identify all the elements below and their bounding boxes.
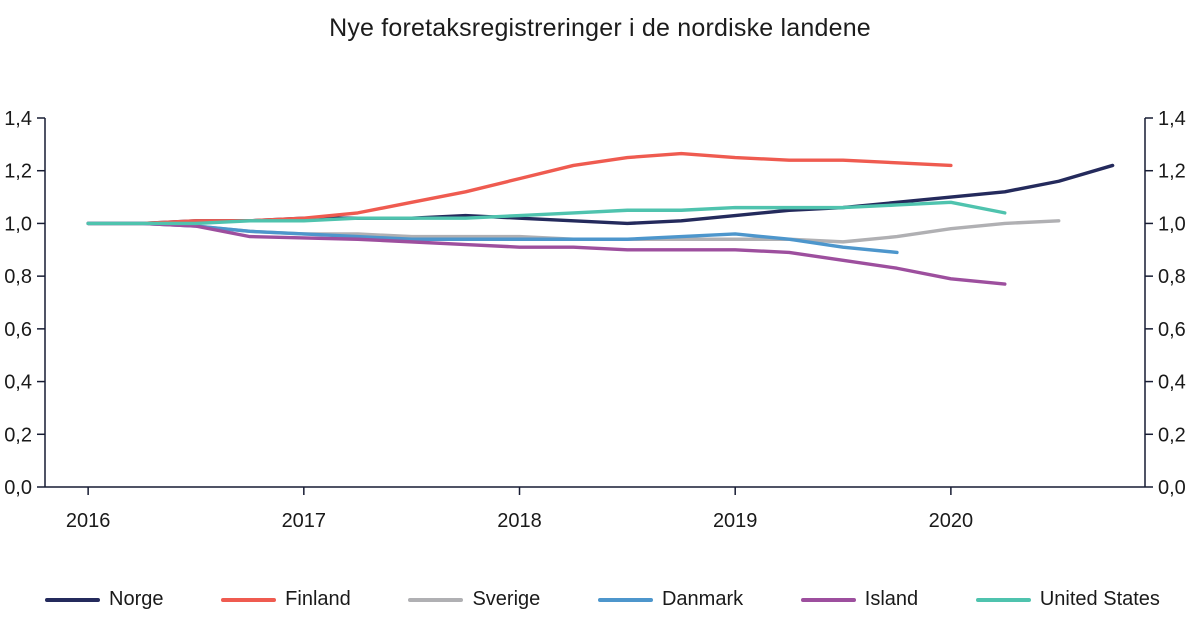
y-tick-label-right: 0,6	[1158, 319, 1186, 341]
x-tick-label: 2019	[713, 510, 758, 532]
line-chart: 0,0 0,0 0,2 0,2 0,4 0,4 0,6 0,6 0,8 0,8 1,0 1,0 1,2 1…	[4, 108, 1186, 532]
legend-item-sverige: Sverige	[408, 588, 540, 611]
series-line-island	[86, 221, 1007, 286]
y-tick-label-right: 1,0	[1158, 213, 1186, 235]
series-line-finland	[86, 151, 953, 226]
y-tick-label-left: 0,6	[4, 319, 32, 341]
y-tick-label-left: 1,2	[4, 161, 32, 183]
legend-swatch	[800, 597, 856, 602]
legend-label: Sverige	[472, 588, 541, 610]
x-tick-label: 2018	[497, 510, 542, 532]
legend-swatch	[408, 597, 464, 602]
legend-swatch	[45, 597, 100, 602]
legend-item-finland: Finland	[221, 588, 351, 611]
legend-swatch	[221, 597, 277, 602]
y-tick-label-left: 0,2	[4, 424, 32, 446]
x-tick-label: 2017	[282, 510, 327, 532]
legend-item-norge: Norge	[45, 588, 163, 611]
y-tick-label-right: 0,4	[1158, 372, 1186, 394]
legend-swatch	[597, 597, 653, 602]
y-tick-label-left: 0,4	[4, 372, 32, 394]
legend-item-united-states: United States	[975, 588, 1160, 611]
series-line-danmark	[86, 221, 899, 255]
y-tick-label-left: 0,8	[4, 266, 32, 288]
y-tick-label-right: 0,8	[1158, 266, 1186, 288]
series-line-norge	[86, 163, 1115, 226]
legend-label: Island	[864, 588, 919, 610]
legend-label: Finland	[285, 588, 351, 610]
y-tick-label-left: 1,0	[4, 213, 32, 235]
chart-title: Nye foretaksregistreringer i de nordiske…	[329, 14, 871, 42]
x-tick-label: 2016	[66, 510, 111, 532]
legend-label: Danmark	[661, 588, 744, 610]
y-tick-label-right: 0,2	[1158, 424, 1186, 446]
legend-item-island: Island	[800, 588, 919, 611]
y-tick-label-left: 0,0	[4, 477, 32, 499]
y-tick-label-right: 1,4	[1158, 108, 1186, 130]
y-tick-label-right: 0,0	[1158, 477, 1186, 499]
legend-swatch	[975, 597, 1031, 602]
y-tick-label-right: 1,2	[1158, 161, 1186, 183]
legend-label: United States	[1039, 588, 1160, 610]
series-line-united-states	[86, 200, 1007, 226]
legend-label: Norge	[109, 588, 164, 610]
legend-item-danmark: Danmark	[597, 588, 744, 611]
x-tick-label: 2020	[929, 510, 974, 532]
y-tick-label-left: 1,4	[4, 108, 32, 130]
chart-legend: Norge Finland Sverige Danmark Island United S…	[0, 588, 1200, 611]
